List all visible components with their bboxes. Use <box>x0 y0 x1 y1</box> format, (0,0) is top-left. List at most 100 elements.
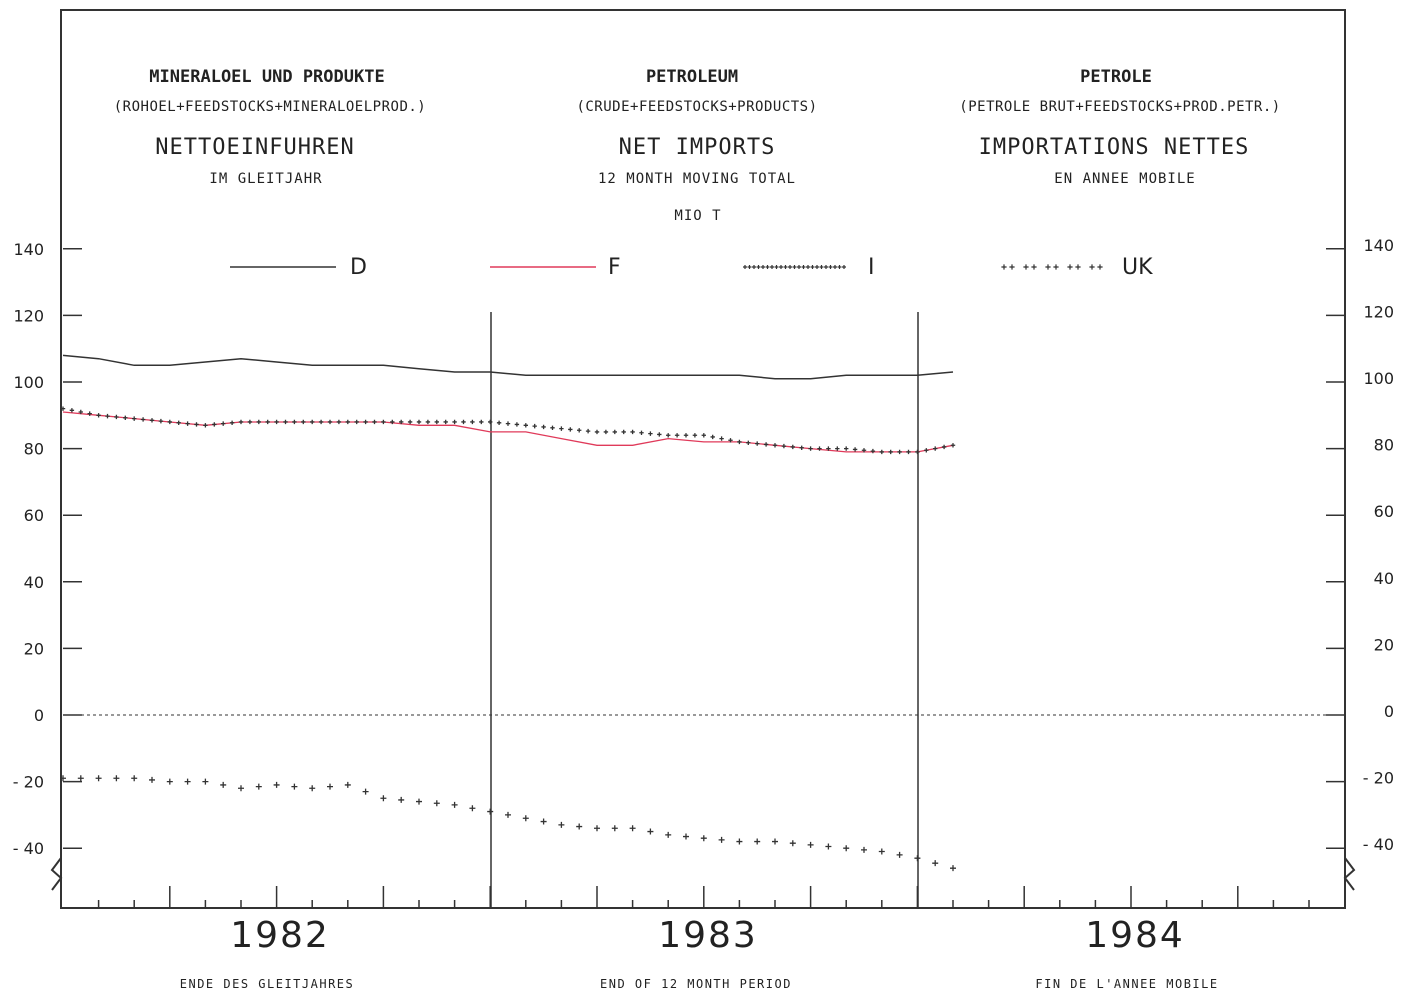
series-marker-uk <box>220 781 227 788</box>
legend-swatch-i <box>743 265 846 269</box>
legend-marker-i <box>819 265 824 269</box>
series-marker-uk <box>60 775 66 782</box>
y-tick-label-right: 140 <box>1363 236 1394 255</box>
y-tick-label-right: 80 <box>1374 436 1394 455</box>
legend-marker-i <box>810 265 815 269</box>
series-marker-i <box>817 446 822 451</box>
series-marker-i <box>755 441 760 446</box>
series-marker-i <box>532 423 537 429</box>
series-marker-i <box>123 415 128 420</box>
series-marker-uk <box>291 783 298 790</box>
y-tick-label-left: 60 <box>24 506 44 525</box>
legend-marker-i <box>774 265 779 269</box>
series-marker-i <box>799 445 804 450</box>
unit-label: MIO T <box>674 208 721 224</box>
series-marker-uk <box>505 811 511 818</box>
legend-marker-i <box>783 265 788 269</box>
series-marker-i <box>683 433 689 438</box>
y-axis: 140 140 120 120 100 100 80 80 60 60 40 40 20 20 0 0 - 20… <box>13 236 1394 858</box>
header-de-title: MINERALOEL UND PRODUKTE <box>149 67 384 87</box>
series-marker-i <box>541 424 546 430</box>
legend-marker-i <box>747 265 752 269</box>
series-marker-i <box>132 416 137 421</box>
y-tick-label-right: 40 <box>1374 569 1394 588</box>
legend-marker-i <box>792 265 797 269</box>
series-marker-i <box>603 429 609 435</box>
series-marker-i <box>416 419 422 425</box>
y-tick-label-right: 20 <box>1374 635 1394 654</box>
header-de-main: NETTOEINFUHREN <box>155 135 354 160</box>
legend-marker-i <box>842 265 846 269</box>
series-marker-uk <box>77 775 84 782</box>
series-marker-i <box>790 444 795 450</box>
header-de-sub: (ROHOEL+FEEDSTOCKS+MINERALOELPROD.) <box>114 99 427 115</box>
series-marker-i <box>941 444 947 450</box>
series-marker-uk <box>807 841 814 848</box>
series-marker-i <box>861 448 867 453</box>
y-tick-label-right: 0 <box>1384 702 1394 721</box>
series-marker-i <box>594 429 600 435</box>
legend-marker-uk <box>1001 264 1007 270</box>
series-marker-uk <box>95 775 102 782</box>
series-marker-i <box>835 446 840 451</box>
series-layer <box>60 354 956 872</box>
series-marker-uk <box>665 831 672 838</box>
series-marker-i <box>292 419 297 425</box>
series-marker-i <box>648 431 653 436</box>
legend: D F I UK <box>230 255 1153 280</box>
header-en-note: 12 MONTH MOVING TOTAL <box>598 171 796 187</box>
legend-marker-uk <box>1089 264 1095 270</box>
series-marker-i <box>399 419 404 425</box>
series-marker-i <box>781 443 787 449</box>
series-marker-uk <box>772 838 778 845</box>
legend-marker-i <box>752 265 756 269</box>
x-axis <box>97 886 1310 908</box>
series-marker-uk <box>487 808 494 815</box>
series-marker-i <box>140 417 146 422</box>
series-marker-uk <box>878 848 885 855</box>
series-marker-i <box>470 419 475 425</box>
series-marker-i <box>666 433 671 438</box>
series-marker-i <box>194 422 199 427</box>
series-marker-uk <box>843 845 850 852</box>
series-marker-i <box>381 419 386 425</box>
series-marker-uk <box>380 795 387 802</box>
chart-frame <box>60 9 1346 909</box>
legend-marker-uk <box>1067 264 1073 270</box>
legend-marker-i <box>765 265 770 269</box>
series-marker-i <box>390 419 395 425</box>
footer-fr: FIN DE L'ANNEE MOBILE <box>1035 977 1218 991</box>
series-marker-i <box>879 449 884 455</box>
year-label-1983: 1983 <box>658 915 758 956</box>
legend-marker-i <box>837 265 842 269</box>
series-marker-i <box>933 446 938 451</box>
series-marker-i <box>345 419 350 425</box>
series-marker-i <box>167 419 172 425</box>
series-marker-uk <box>896 851 903 858</box>
series-marker-i <box>568 427 573 432</box>
series-marker-uk <box>184 778 191 785</box>
series-marker-i <box>559 426 564 431</box>
series-marker-i <box>674 433 680 438</box>
series-marker-uk <box>700 835 707 842</box>
legend-marker-i <box>824 265 828 269</box>
legend-marker-i <box>833 265 837 269</box>
series-marker-i <box>505 421 511 426</box>
legend-marker-uk <box>1023 264 1029 270</box>
legend-marker-i <box>828 265 833 269</box>
series-marker-uk <box>611 825 618 832</box>
legend-marker-i <box>806 265 810 269</box>
series-marker-uk <box>327 783 333 790</box>
series-marker-uk <box>736 838 743 845</box>
y-tick-label-left: 100 <box>13 373 44 392</box>
y-tick-label-left: 20 <box>24 639 44 658</box>
axis-break-right <box>1343 857 1356 891</box>
legend-label-i: I <box>868 255 875 280</box>
series-marker-i <box>78 409 83 415</box>
series-marker-i <box>301 419 306 425</box>
series-marker-uk <box>451 801 458 808</box>
series-marker-i <box>888 449 893 455</box>
header-fr-sub: (PETROLE BRUT+FEEDSTOCKS+PROD.PETR.) <box>959 99 1280 115</box>
series-marker-i <box>488 419 493 425</box>
